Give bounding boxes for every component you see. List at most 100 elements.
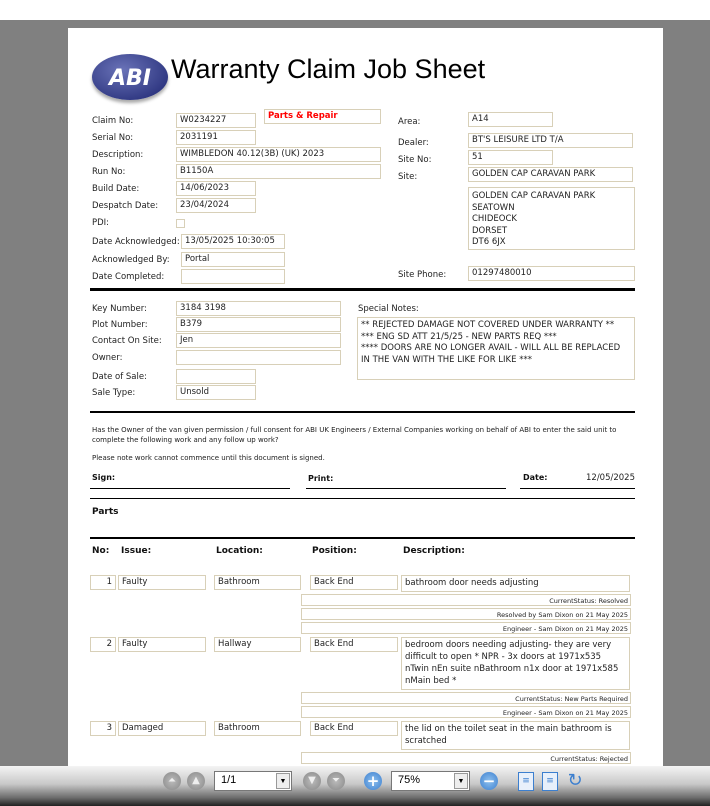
sign-line — [90, 488, 290, 489]
last-page-button[interactable]: ⏷ — [327, 772, 345, 790]
field-value: 3184 3198 — [176, 301, 341, 316]
field-value: WIMBLEDON 40.12(3B) (UK) 2023 — [176, 147, 381, 162]
part-position: Back End — [310, 575, 398, 590]
field-value: B1150A — [176, 164, 381, 179]
column-header: Issue: — [121, 546, 152, 556]
column-header: No: — [92, 546, 110, 556]
part-status: Engineer - Sam Dixon on 21 May 2025 — [301, 622, 631, 634]
date-value: 12/05/2025 — [586, 473, 635, 483]
pdi-checkbox[interactable] — [176, 219, 185, 228]
page-select[interactable]: 1/1 ▼ — [214, 771, 292, 791]
rotate-icon[interactable]: ↻ — [567, 770, 583, 791]
column-header: Position: — [312, 546, 357, 556]
consent-text: Has the Owner of the van given permissio… — [92, 426, 617, 444]
document-page: ABI Warranty Claim Job Sheet Claim No: W0… — [68, 28, 663, 768]
abi-logo: ABI — [92, 54, 168, 100]
zoom-select[interactable]: 75% ▼ — [391, 771, 470, 791]
field-label: Owner: — [92, 353, 123, 363]
field-value — [176, 350, 341, 365]
field-value — [181, 269, 285, 284]
field-label: Run No: — [92, 167, 126, 177]
address-line: SEATOWN — [472, 202, 515, 213]
field-value: 13/05/2025 10:30:05 — [181, 234, 285, 249]
field-value: Jen — [176, 333, 341, 348]
print-label: Print: — [308, 474, 334, 483]
field-label: Serial No: — [92, 133, 134, 143]
part-status: Engineer - Sam Dixon on 21 May 2025 — [301, 706, 631, 718]
part-number: 3 — [90, 721, 116, 736]
field-value: 01297480010 — [468, 266, 635, 281]
special-note: **** DOORS ARE NO LONGER AVAIL - WILL AL… — [361, 343, 621, 365]
part-description: bathroom door needs adjusting — [401, 575, 630, 592]
field-value: 23/04/2024 — [176, 198, 256, 213]
field-label: Site Phone: — [398, 270, 447, 280]
sign-label: Sign: — [92, 473, 116, 482]
part-position: Back End — [310, 721, 398, 736]
chevron-down-icon[interactable]: ▼ — [276, 773, 290, 789]
part-number: 1 — [90, 575, 116, 590]
special-notes-box: ** REJECTED DAMAGE NOT COVERED UNDER WAR… — [357, 317, 635, 380]
field-label: Contact On Site: — [92, 336, 162, 346]
next-page-button[interactable]: ▼ — [303, 772, 321, 790]
claim-type-badge: Parts & Repair — [264, 109, 381, 124]
part-status: CurrentStatus: Resolved — [301, 594, 631, 606]
address-line: DT6 6JX — [472, 237, 506, 247]
field-value: 14/06/2023 — [176, 181, 256, 196]
previous-page-button[interactable]: ▲ — [187, 772, 205, 790]
address-line: GOLDEN CAP CARAVAN PARK — [472, 191, 596, 201]
parts-heading: Parts — [92, 507, 119, 517]
field-value: A14 — [468, 112, 553, 127]
field-label: Date Completed: — [92, 272, 165, 282]
field-value: B379 — [176, 317, 341, 332]
field-label: Date of Sale: — [92, 372, 147, 382]
field-label: PDI: — [92, 218, 110, 228]
part-position: Back End — [310, 637, 398, 652]
part-location: Bathroom — [214, 721, 301, 736]
special-note: *** ENG SD ATT 21/5/25 - NEW PARTS REQ *… — [361, 331, 557, 342]
part-status: CurrentStatus: Rejected — [301, 752, 631, 764]
part-issue: Faulty — [118, 575, 206, 590]
part-status: Resolved by Sam Dixon on 21 May 2025 — [301, 608, 631, 620]
pdf-toolbar: ⏶ ▲ 1/1 ▼ ▼ ⏷ + 75% ▼ − ≡ ≡ ↻ — [0, 766, 710, 806]
part-location: Bathroom — [214, 575, 301, 590]
notice-text: Please note work cannot commence until t… — [92, 454, 325, 462]
field-value: GOLDEN CAP CARAVAN PARK — [468, 167, 633, 182]
page-title: Warranty Claim Job Sheet — [171, 54, 486, 84]
part-location: Hallway — [214, 637, 301, 652]
field-label: Despatch Date: — [92, 201, 159, 211]
field-value: Portal — [181, 252, 285, 267]
field-value: 2031191 — [176, 130, 256, 145]
field-value: BT'S LEISURE LTD T/A — [468, 133, 633, 148]
field-label: Acknowledged By: — [92, 255, 170, 265]
viewer-top-strip — [0, 0, 710, 20]
field-label: Claim No: — [92, 116, 134, 126]
field-value: W0234227 — [176, 113, 256, 128]
part-number: 2 — [90, 637, 116, 652]
field-value: Unsold — [176, 385, 256, 400]
part-issue: Damaged — [118, 721, 206, 736]
field-label: Build Date: — [92, 184, 140, 194]
section-divider — [90, 537, 635, 539]
first-page-button[interactable]: ⏶ — [163, 772, 181, 790]
fit-width-icon[interactable]: ≡ — [518, 772, 534, 791]
date-line — [520, 488, 635, 489]
field-label: Description: — [92, 150, 144, 160]
column-header: Location: — [216, 546, 263, 556]
site-address-box: GOLDEN CAP CARAVAN PARK SEATOWN CHIDEOCK DO… — [468, 187, 635, 250]
chevron-down-icon[interactable]: ▼ — [454, 773, 468, 789]
part-description: bedroom doors needing adjusting- they ar… — [401, 637, 630, 690]
field-label: Plot Number: — [92, 320, 148, 330]
field-label: Area: — [398, 117, 421, 127]
field-label: Date Acknowledged: — [92, 237, 180, 247]
column-header: Description: — [403, 546, 465, 556]
field-value — [176, 369, 256, 384]
address-line: CHIDEOCK — [472, 214, 517, 224]
special-notes-label: Special Notes: — [358, 304, 419, 314]
zoom-in-button[interactable]: + — [364, 772, 382, 790]
field-value: 51 — [468, 150, 553, 165]
special-note: ** REJECTED DAMAGE NOT COVERED UNDER WAR… — [361, 320, 615, 330]
field-label: Key Number: — [92, 304, 147, 314]
zoom-out-button[interactable]: − — [480, 772, 498, 790]
fit-page-icon[interactable]: ≡ — [542, 772, 558, 791]
field-label: Site No: — [398, 155, 432, 165]
